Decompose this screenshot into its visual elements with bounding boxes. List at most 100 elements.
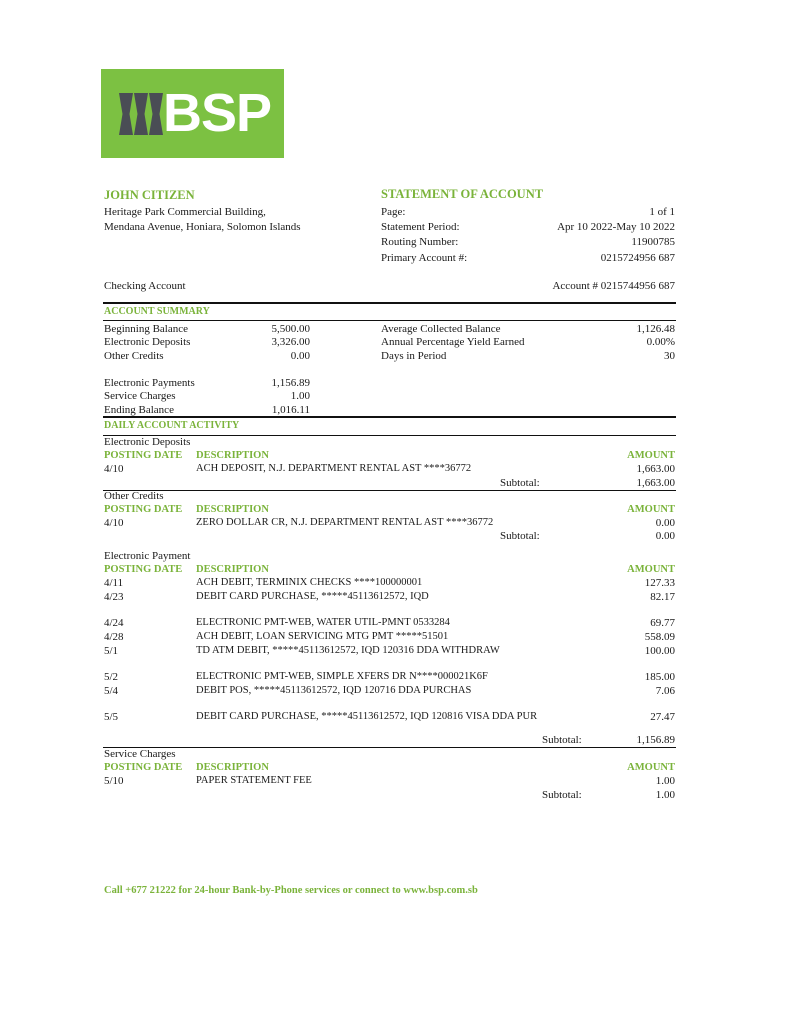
transaction-date: 4/28 bbox=[104, 631, 124, 643]
transaction-amount: 82.17 bbox=[650, 591, 675, 603]
logo-text: BSP bbox=[163, 83, 272, 143]
transaction-amount: 100.00 bbox=[644, 645, 675, 657]
transaction-description: ACH DEBIT, TERMINIX CHECKS ****100000001 bbox=[196, 577, 423, 588]
summary-label: Days in Period bbox=[381, 350, 447, 362]
transaction-amount: 185.00 bbox=[644, 671, 675, 683]
transaction-date: 4/10 bbox=[104, 463, 124, 475]
summary-label: Average Collected Balance bbox=[381, 323, 501, 335]
primary-account-value: 0215724956 687 bbox=[600, 252, 675, 264]
address-line-1: Heritage Park Commercial Building, bbox=[104, 206, 266, 218]
col-header-amount: AMOUNT bbox=[627, 762, 675, 773]
col-header-description: DESCRIPTION bbox=[196, 450, 269, 461]
divider bbox=[103, 302, 676, 304]
summary-label: Other Credits bbox=[104, 350, 164, 362]
section-name: Other Credits bbox=[104, 490, 164, 502]
primary-account-label: Primary Account #: bbox=[381, 252, 468, 264]
summary-label: Beginning Balance bbox=[104, 323, 189, 335]
subtotal-label: Subtotal: bbox=[542, 789, 582, 801]
col-header-amount: AMOUNT bbox=[627, 450, 675, 461]
bsp-logo: BSP bbox=[101, 69, 284, 158]
col-header-description: DESCRIPTION bbox=[196, 762, 269, 773]
transaction-date: 5/5 bbox=[104, 711, 119, 723]
period-value: Apr 10 2022-May 10 2022 bbox=[557, 221, 675, 233]
transaction-amount: 558.09 bbox=[644, 631, 675, 643]
footer-contact: Call +677 21222 for 24-hour Bank-by-Phon… bbox=[104, 885, 478, 896]
transaction-description: ZERO DOLLAR CR, N.J. DEPARTMENT RENTAL A… bbox=[196, 517, 494, 528]
col-header-date: POSTING DATE bbox=[104, 504, 183, 515]
summary-label: Service Charges bbox=[104, 390, 176, 402]
summary-value: 1,016.11 bbox=[271, 404, 310, 416]
transaction-date: 5/10 bbox=[104, 775, 124, 787]
transaction-description: TD ATM DEBIT, *****45113612572, IQD 1203… bbox=[196, 645, 500, 656]
col-header-amount: AMOUNT bbox=[627, 504, 675, 515]
col-header-date: POSTING DATE bbox=[104, 762, 183, 773]
summary-value: 0.00% bbox=[646, 336, 675, 348]
address-line-2: Mendana Avenue, Honiara, Solomon Islands bbox=[104, 221, 301, 233]
transaction-amount: 1,663.00 bbox=[636, 463, 676, 475]
divider bbox=[103, 320, 676, 321]
activity-title: DAILY ACCOUNT ACTIVITY bbox=[104, 420, 240, 431]
transaction-description: DEBIT CARD PURCHASE, *****45113612572, I… bbox=[196, 591, 429, 602]
col-header-amount: AMOUNT bbox=[627, 564, 675, 575]
transaction-description: DEBIT POS, *****45113612572, IQD 120716 … bbox=[196, 685, 472, 696]
transaction-amount: 0.00 bbox=[655, 517, 675, 529]
summary-value: 1.00 bbox=[290, 390, 310, 402]
page-value: 1 of 1 bbox=[649, 206, 675, 218]
transaction-description: ELECTRONIC PMT-WEB, WATER UTIL-PMNT 0533… bbox=[196, 617, 450, 628]
account-number: Account # 0215744956 687 bbox=[552, 280, 675, 292]
summary-value: 1,126.48 bbox=[636, 323, 676, 335]
transaction-description: ACH DEBIT, LOAN SERVICING MTG PMT *****5… bbox=[196, 631, 449, 642]
section-name: Electronic Deposits bbox=[104, 436, 191, 448]
transaction-amount: 27.47 bbox=[650, 711, 675, 723]
transaction-amount: 7.06 bbox=[655, 685, 675, 697]
transaction-date: 4/24 bbox=[104, 617, 124, 629]
transaction-date: 5/4 bbox=[104, 685, 119, 697]
subtotal-label: Subtotal: bbox=[500, 530, 540, 542]
transaction-amount: 127.33 bbox=[644, 577, 675, 589]
transaction-date: 5/1 bbox=[104, 645, 119, 657]
summary-label: Electronic Payments bbox=[104, 377, 195, 389]
summary-title: ACCOUNT SUMMARY bbox=[104, 306, 210, 317]
drum-icon bbox=[149, 93, 163, 135]
customer-name: JOHN CITIZEN bbox=[104, 188, 195, 202]
divider bbox=[103, 490, 676, 491]
transaction-description: DEBIT CARD PURCHASE, *****45113612572, I… bbox=[196, 711, 538, 722]
section-name: Electronic Payment bbox=[104, 550, 191, 562]
col-header-date: POSTING DATE bbox=[104, 564, 183, 575]
subtotal-value: 1.00 bbox=[655, 789, 675, 801]
divider bbox=[103, 435, 676, 436]
transaction-amount: 69.77 bbox=[650, 617, 675, 629]
subtotal-value: 0.00 bbox=[655, 530, 675, 542]
transaction-date: 5/2 bbox=[104, 671, 119, 683]
summary-label: Ending Balance bbox=[104, 404, 174, 416]
summary-value: 30 bbox=[664, 350, 675, 362]
transaction-date: 4/10 bbox=[104, 517, 124, 529]
routing-label: Routing Number: bbox=[381, 236, 459, 248]
col-header-description: DESCRIPTION bbox=[196, 564, 269, 575]
summary-value: 3,326.00 bbox=[271, 336, 311, 348]
summary-label: Annual Percentage Yield Earned bbox=[381, 336, 525, 348]
subtotal-label: Subtotal: bbox=[500, 477, 540, 489]
transaction-amount: 1.00 bbox=[655, 775, 675, 787]
transaction-description: ACH DEPOSIT, N.J. DEPARTMENT RENTAL AST … bbox=[196, 463, 472, 474]
col-header-description: DESCRIPTION bbox=[196, 504, 269, 515]
transaction-date: 4/23 bbox=[104, 591, 124, 603]
summary-value: 5,500.00 bbox=[271, 323, 311, 335]
drum-icon bbox=[119, 93, 133, 135]
section-name: Service Charges bbox=[104, 748, 176, 760]
summary-label: Electronic Deposits bbox=[104, 336, 191, 348]
divider bbox=[103, 416, 676, 418]
subtotal-value: 1,156.89 bbox=[636, 734, 676, 746]
col-header-date: POSTING DATE bbox=[104, 450, 183, 461]
drum-icon bbox=[134, 93, 148, 135]
summary-value: 1,156.89 bbox=[271, 377, 311, 389]
statement-title: STATEMENT OF ACCOUNT bbox=[381, 187, 544, 201]
period-label: Statement Period: bbox=[381, 221, 460, 233]
routing-value: 11900785 bbox=[631, 236, 675, 248]
subtotal-label: Subtotal: bbox=[542, 734, 582, 746]
summary-value: 0.00 bbox=[290, 350, 310, 362]
divider bbox=[103, 747, 676, 748]
transaction-date: 4/11 bbox=[104, 577, 124, 589]
transaction-description: PAPER STATEMENT FEE bbox=[196, 775, 312, 786]
